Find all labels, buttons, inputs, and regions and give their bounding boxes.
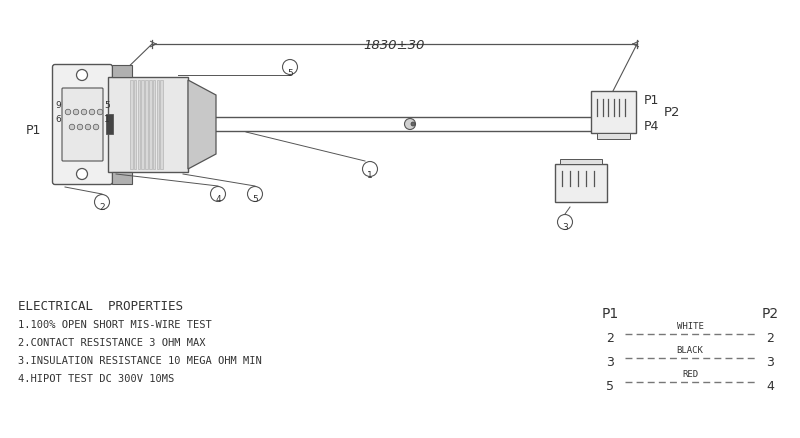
Text: 1.100% OPEN SHORT MIS-WIRE TEST: 1.100% OPEN SHORT MIS-WIRE TEST (18, 319, 212, 329)
Bar (555, 165, 607, 202)
Bar (560, 159, 602, 165)
Text: 4: 4 (215, 195, 221, 204)
Text: P1: P1 (26, 123, 41, 136)
Bar (108, 78, 188, 173)
Text: 1: 1 (104, 115, 110, 124)
Circle shape (77, 71, 87, 81)
Text: 5: 5 (287, 68, 293, 78)
Text: 3: 3 (766, 356, 774, 369)
Polygon shape (188, 81, 216, 170)
Text: ELECTRICAL  PROPERTIES: ELECTRICAL PROPERTIES (18, 299, 183, 312)
Circle shape (411, 123, 415, 127)
Bar (112, 66, 132, 78)
Circle shape (558, 215, 573, 230)
Text: 5: 5 (104, 100, 110, 109)
Bar (149, 81, 151, 170)
Bar (157, 81, 159, 170)
Circle shape (70, 125, 75, 131)
Bar (153, 81, 155, 170)
Text: 5: 5 (252, 195, 258, 204)
Circle shape (210, 187, 226, 202)
Text: P1: P1 (602, 306, 618, 320)
Bar (597, 134, 630, 140)
Text: 2: 2 (606, 332, 614, 345)
Text: P2: P2 (664, 106, 681, 119)
Circle shape (94, 195, 110, 210)
Text: 2: 2 (99, 203, 105, 212)
Circle shape (362, 162, 378, 177)
Bar (112, 173, 132, 184)
Text: 3: 3 (606, 356, 614, 369)
Circle shape (98, 110, 102, 116)
Text: 6: 6 (55, 115, 61, 124)
Circle shape (66, 110, 71, 116)
Bar (591, 92, 636, 134)
Bar (146, 81, 148, 170)
FancyBboxPatch shape (62, 89, 103, 162)
Text: BLACK: BLACK (677, 345, 703, 354)
Text: 2.CONTACT RESISTANCE 3 OHM MAX: 2.CONTACT RESISTANCE 3 OHM MAX (18, 337, 206, 347)
Bar (138, 81, 140, 170)
Circle shape (282, 60, 298, 75)
Text: 4: 4 (766, 380, 774, 392)
Circle shape (405, 119, 415, 130)
Text: 4.HIPOT TEST DC 300V 10MS: 4.HIPOT TEST DC 300V 10MS (18, 373, 174, 383)
Bar (130, 81, 133, 170)
Circle shape (93, 125, 99, 131)
Text: RED: RED (682, 369, 698, 378)
Circle shape (90, 110, 95, 116)
Text: 5: 5 (606, 380, 614, 392)
Text: 3.INSULATION RESISTANCE 10 MEGA OHM MIN: 3.INSULATION RESISTANCE 10 MEGA OHM MIN (18, 355, 262, 365)
Circle shape (74, 110, 79, 116)
Bar (106, 115, 113, 135)
Text: 1: 1 (367, 170, 373, 179)
Text: P2: P2 (762, 306, 778, 320)
Bar (142, 81, 144, 170)
Text: P4: P4 (644, 119, 659, 132)
Text: 1830±30: 1830±30 (364, 39, 425, 52)
Text: 2: 2 (766, 332, 774, 345)
Circle shape (82, 110, 87, 116)
Circle shape (86, 125, 91, 131)
Bar (134, 81, 136, 170)
Text: 9: 9 (55, 100, 61, 109)
Bar (160, 81, 163, 170)
Text: P1: P1 (644, 93, 659, 106)
Text: 3: 3 (562, 223, 568, 232)
Circle shape (77, 169, 87, 180)
FancyBboxPatch shape (53, 65, 113, 185)
Text: WHITE: WHITE (677, 321, 703, 330)
Circle shape (247, 187, 262, 202)
Circle shape (77, 125, 83, 131)
